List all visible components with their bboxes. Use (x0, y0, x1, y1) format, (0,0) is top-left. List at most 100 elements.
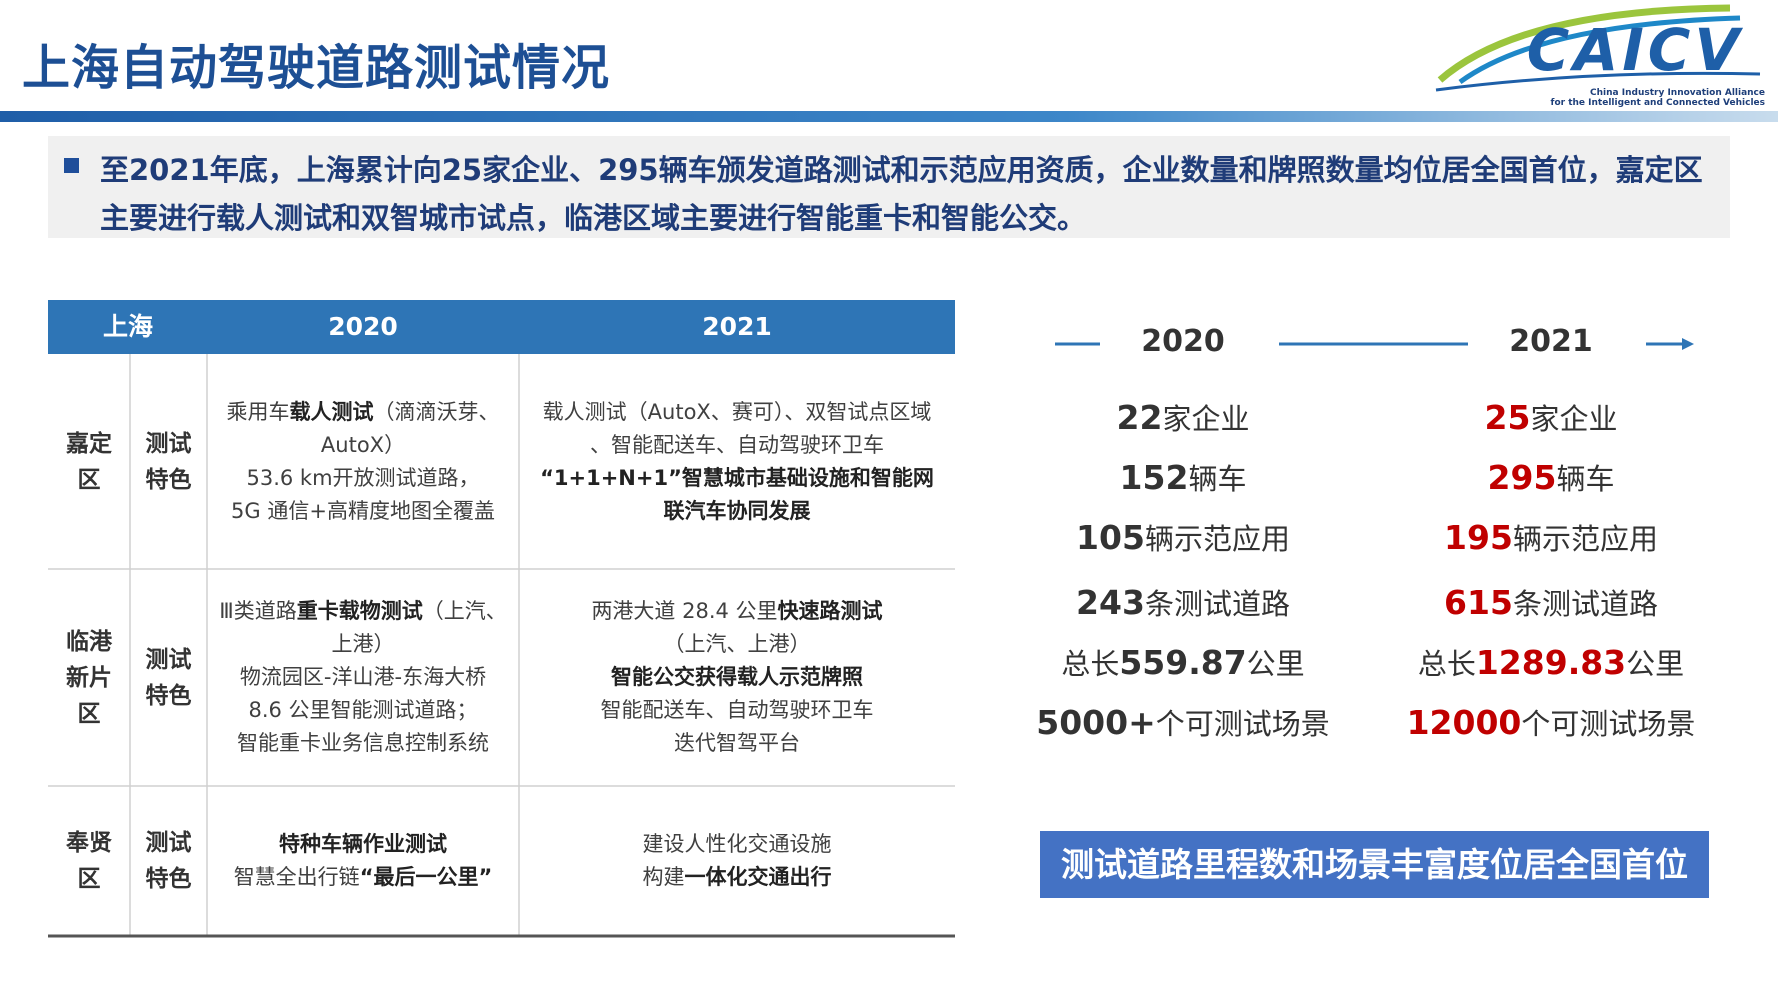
stat-unit: 条测试道路 (1144, 587, 1290, 621)
stat: 152辆车 (1003, 456, 1363, 498)
cell-text: Ⅲ类道路 (219, 599, 297, 623)
cell-line: 迭代智驾平台 (674, 727, 800, 760)
district: 嘉定区 (48, 354, 130, 569)
cell-line: 智慧全出行链“最后一公里” (234, 861, 493, 894)
row-label: 测试特色 (130, 569, 207, 786)
stat: 总长1289.83公里 (1371, 641, 1731, 683)
table-header (48, 300, 955, 354)
cell-line: 上港） (332, 628, 395, 661)
stat-unit: 公里 (1626, 647, 1685, 681)
row-label: 测试特色 (130, 354, 207, 569)
table-cell: Ⅲ类道路重卡载物测试（上汽、上港） 物流园区-洋山港-东海大桥 8.6 公里智能测试… (207, 569, 519, 786)
cell-text: 载人测试（AutoX、赛可）、双智试点区域 (542, 399, 932, 424)
district-name: 临港新片区 (66, 628, 112, 727)
cell-line: 构建一体化交通出行 (643, 861, 832, 894)
table-cell: 乘用车载人测试（滴滴沃芽、 AutoX） 53.6 km开放测试道路， 5G 通信+高… (207, 354, 519, 569)
stat: 195辆示范应用 (1371, 516, 1731, 558)
cell-line: 联汽车协同发展 (664, 495, 811, 528)
stat-unit: 家企业 (1162, 402, 1250, 436)
stat-number: 1289.83 (1475, 643, 1627, 682)
stat-number: 25 (1484, 398, 1531, 437)
slide-title: 上海自动驾驶道路测试情况 (22, 40, 611, 96)
cell-line: 智能重卡业务信息控制系统 (237, 727, 489, 760)
row-label-text: 测试特色 (145, 830, 192, 892)
row-label: 测试特色 (130, 786, 207, 936)
cell-text: 5G 通信+高精度地图全覆盖 (231, 498, 495, 523)
cell-text: “1+1+N+1”智慧城市基础设施和智能网 (540, 465, 934, 490)
cell-line: 、智能配送车、自动驾驶环卫车 (590, 429, 884, 462)
stat-number: 5000+ (1036, 703, 1156, 742)
logo-swoosh (1437, 4, 1731, 83)
logo-line: China Industry Innovation Alliance (1590, 88, 1765, 98)
stat-number: 295 (1487, 458, 1557, 497)
cell-text: （滴滴沃芽、 (373, 399, 500, 424)
stat-unit: 条测试道路 (1512, 587, 1658, 621)
stat-number: 615 (1444, 583, 1513, 622)
logo-swoosh (1435, 71, 1761, 92)
logo-line: for the Intelligent and Connected Vehicl… (1551, 98, 1765, 108)
cell-line: “1+1+N+1”智慧城市基础设施和智能网 (540, 462, 934, 495)
intro-box (48, 136, 1730, 238)
cell-line: 建设人性化交通设施 (643, 828, 832, 861)
stat: 25家企业 (1371, 396, 1731, 438)
district: 奉贤区 (48, 786, 130, 936)
stat: 105辆示范应用 (1003, 516, 1363, 558)
cell-line: 两港大道 28.4 公里快速路测试 (591, 595, 882, 628)
cell-text: 53.6 km开放测试道路， (246, 465, 480, 490)
stat-unit: 公里 (1246, 647, 1305, 681)
stat-unit: 辆示范应用 (1144, 522, 1290, 556)
arrow-head (1682, 338, 1694, 350)
cell-line: AutoX） (321, 429, 405, 462)
stat-unit: 辆示范应用 (1512, 522, 1658, 556)
stat-number: 559.87 (1119, 643, 1247, 682)
cell-text: 载人测试 (289, 399, 374, 424)
cell-line: 5G 通信+高精度地图全覆盖 (231, 495, 495, 528)
cell-text: 乘用车 (226, 399, 290, 424)
table-cell: 建设人性化交通设施构建一体化交通出行 (519, 786, 955, 936)
stat: 243条测试道路 (1003, 581, 1363, 623)
cell-text: “最后一公里” (359, 865, 493, 889)
cell-text: 智能重卡业务信息控制系统 (237, 731, 489, 755)
stat: 22家企业 (1003, 396, 1363, 438)
cell-text: 重卡载物测试 (296, 599, 423, 623)
cell-line: Ⅲ类道路重卡载物测试（上汽、 (219, 595, 506, 628)
table-header-cell: 上海 (102, 312, 153, 341)
cell-text: 迭代智驾平台 (674, 731, 800, 755)
banner: 测试道路里程数和场景丰富度位居全国首位 (1040, 831, 1709, 898)
cell-text: 上港） (331, 632, 395, 656)
district: 临港新片区 (48, 569, 130, 786)
cell-text: 快速路测试 (777, 599, 883, 623)
cell-text: 联汽车协同发展 (663, 498, 811, 523)
district-name: 奉贤区 (66, 830, 112, 892)
table-cell: 两港大道 28.4 公里快速路测试 （上汽、上港） 智能公交获得载人示范牌照 智能配送… (519, 569, 955, 786)
stat-number: 105 (1076, 518, 1145, 557)
cell-text: 智慧全出行链 (233, 865, 360, 889)
stat-prefix: 总长 (1061, 647, 1120, 681)
stat-number: 195 (1444, 518, 1513, 557)
stat: 295辆车 (1371, 456, 1731, 498)
year-label: 2020 (1141, 324, 1225, 359)
stat-number: 22 (1116, 398, 1163, 437)
stat: 5000+个可测试场景 (1003, 701, 1363, 743)
cell-text: 特种车辆作业测试 (279, 832, 447, 856)
cell-text: 构建 (642, 865, 685, 889)
cell-line: 智能配送车、自动驾驶环卫车 (601, 694, 874, 727)
bullet (64, 158, 79, 173)
cell-text: （上汽、上港） (663, 632, 811, 656)
stat-unit: 辆车 (1188, 462, 1247, 496)
cell-line: 物流园区-洋山港-东海大桥 (240, 661, 486, 694)
cell-line: 53.6 km开放测试道路， (246, 462, 479, 495)
cell-line: 8.6 公里智能测试道路； (248, 694, 477, 727)
stat: 12000个可测试场景 (1371, 701, 1731, 743)
cell-text: 智能配送车、自动驾驶环卫车 (600, 698, 874, 722)
table-cell: 载人测试（AutoX、赛可）、双智试点区域、智能配送车、自动驾驶环卫车 “1+1+… (519, 354, 955, 569)
cell-text: 两港大道 28.4 公里 (591, 599, 778, 623)
logo-name: CAICV (1527, 16, 1744, 84)
stat-prefix: 总长 (1417, 647, 1476, 681)
stat: 615条测试道路 (1371, 581, 1731, 623)
cell-text: （上汽、 (422, 599, 507, 623)
table-header-cell: 2020 (328, 312, 398, 341)
stat-unit: 辆车 (1556, 462, 1615, 496)
cell-text: 建设人性化交通设施 (642, 832, 832, 856)
